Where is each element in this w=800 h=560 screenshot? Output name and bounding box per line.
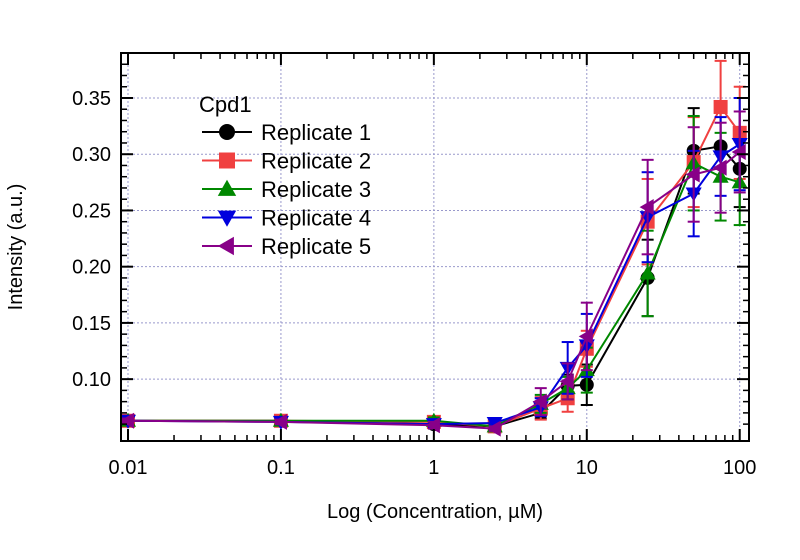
data-point [486, 416, 503, 432]
legend-title: Cpd1 [199, 92, 252, 117]
data-point [272, 413, 287, 430]
legend: Cpd1 Replicate 1 Replicate 2 Replicate 3 Re… [199, 92, 371, 259]
data-point [639, 265, 656, 280]
legend-label: Replicate 5 [261, 234, 371, 259]
legend-marker [219, 152, 235, 169]
series-layer [119, 59, 748, 437]
y-tick-label: 0.10 [72, 369, 111, 391]
x-tick-label: 1 [428, 457, 439, 479]
data-point [713, 99, 728, 114]
series-5 [119, 110, 746, 437]
legend-marker [219, 124, 235, 140]
x-tick-label: 100 [723, 457, 756, 479]
x-tick-label: 0.1 [267, 457, 295, 479]
data-point [685, 166, 700, 183]
legend-item: Replicate 3 [202, 177, 371, 202]
legend-label: Replicate 3 [261, 177, 371, 202]
data-point [578, 328, 593, 345]
legend-label: Replicate 1 [261, 120, 371, 145]
x-axis-title: Log (Concentration, µM) [327, 501, 543, 523]
data-point [425, 417, 440, 434]
legend-item: Replicate 2 [202, 149, 371, 174]
legend-label: Replicate 4 [261, 206, 371, 231]
tick-labels: 0.01 0.1 1 10 100 0.10 0.15 0.20 0.25 0.30 0.35 [72, 88, 756, 479]
legend-marker [217, 236, 234, 256]
data-point [712, 159, 727, 176]
y-tick-label: 0.30 [72, 144, 111, 166]
x-tick-label: 0.01 [109, 457, 148, 479]
data-point [532, 393, 547, 410]
data-point [559, 373, 574, 390]
y-tick-label: 0.25 [72, 200, 111, 222]
y-tick-label: 0.15 [72, 313, 111, 335]
x-tick-label: 10 [576, 457, 598, 479]
data-point [486, 420, 501, 437]
legend-item: Replicate 5 [202, 234, 371, 259]
legend-item: Replicate 4 [202, 206, 371, 231]
data-point [731, 143, 746, 161]
legend-label: Replicate 2 [261, 149, 371, 174]
y-tick-label: 0.35 [72, 88, 111, 110]
y-axis-title: Intensity (a.u.) [5, 184, 27, 311]
legend-item: Replicate 1 [202, 120, 371, 145]
data-point [639, 199, 654, 216]
data-point [119, 412, 135, 429]
legend-marker [217, 179, 237, 196]
legend-marker [217, 210, 237, 227]
y-tick-label: 0.20 [72, 257, 111, 279]
axis-ticks [121, 53, 749, 441]
plot-frame [120, 52, 750, 442]
